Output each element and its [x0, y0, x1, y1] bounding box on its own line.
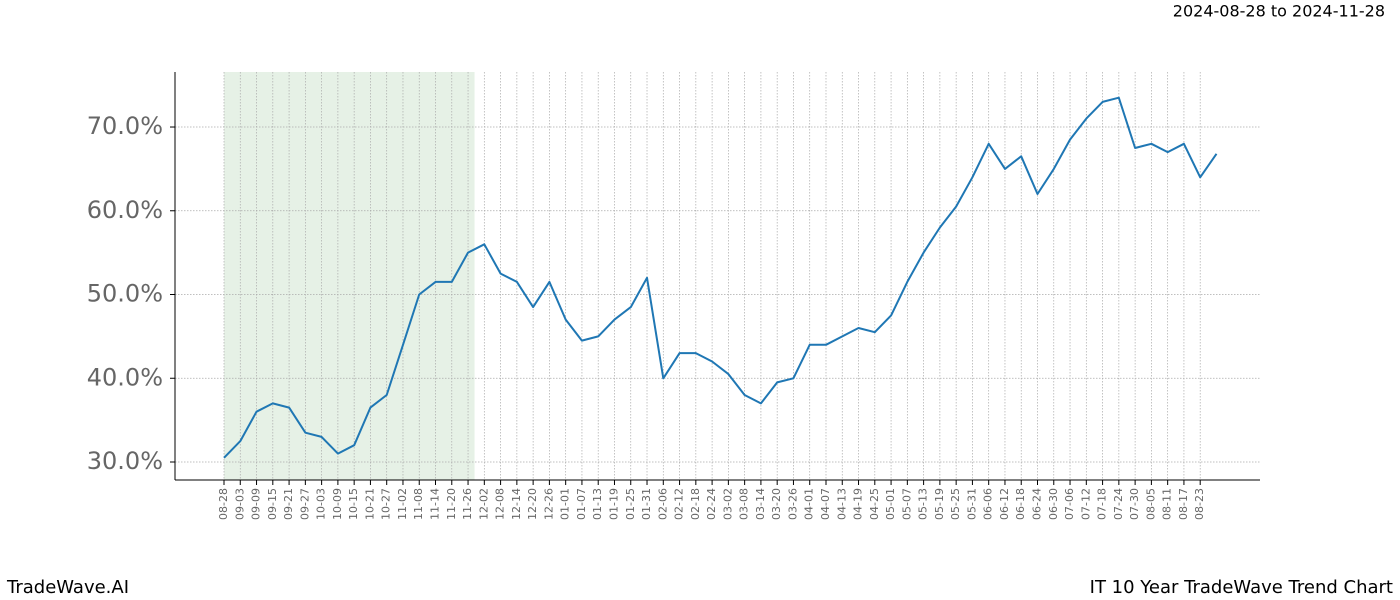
date-range: 2024-08-28 to 2024-11-28: [1173, 2, 1385, 21]
x-tick-label: 10-21: [363, 488, 376, 520]
highlight-band: [224, 72, 475, 480]
x-tick-label: 02-24: [705, 488, 718, 520]
x-tick-label: 08-28: [217, 488, 230, 520]
x-tick-label: 06-06: [982, 488, 995, 520]
x-tick-label: 02-12: [673, 488, 686, 520]
x-tick-label: 08-17: [1177, 488, 1190, 520]
x-tick-label: 01-13: [591, 488, 604, 520]
x-tick-label: 09-15: [266, 488, 279, 520]
x-tick-label: 07-18: [1096, 488, 1109, 520]
x-tick-label: 08-11: [1161, 488, 1174, 520]
y-tick-label: 40.0%: [87, 363, 163, 391]
x-tick-label: 09-03: [233, 488, 246, 520]
x-tick-label: 06-18: [1014, 488, 1027, 520]
x-tick-label: 09-21: [282, 488, 295, 520]
x-tick-label: 04-13: [835, 488, 848, 520]
x-tick-label: 06-12: [998, 488, 1011, 520]
x-tick-label: 07-30: [1128, 488, 1141, 520]
x-tick-label: 07-06: [1063, 488, 1076, 520]
x-tick-label: 01-01: [559, 488, 572, 520]
x-tick-label: 03-08: [738, 488, 751, 520]
chart-title: IT 10 Year TradeWave Trend Chart: [1090, 577, 1393, 598]
y-tick-label: 50.0%: [87, 280, 163, 308]
brand: TradeWave.AI: [6, 577, 129, 598]
x-tick-label: 01-31: [640, 488, 653, 520]
x-tick-label: 12-14: [510, 488, 523, 520]
x-tick-label: 01-07: [575, 488, 588, 520]
x-tick-label: 12-08: [494, 488, 507, 520]
x-tick-label: 07-24: [1112, 488, 1125, 520]
x-tick-label: 12-02: [477, 488, 490, 520]
x-tick-label: 05-01: [884, 488, 897, 520]
x-tick-label: 04-25: [868, 488, 881, 520]
x-tick-label: 08-05: [1144, 488, 1157, 520]
x-tick-label: 11-08: [412, 488, 425, 520]
y-tick-label: 70.0%: [87, 112, 163, 140]
x-tick-label: 02-06: [656, 488, 669, 520]
x-tick-label: 09-27: [298, 488, 311, 520]
x-tick-label: 12-26: [542, 488, 555, 520]
x-tick-label: 10-27: [380, 488, 393, 520]
x-tick-label: 06-24: [1031, 488, 1044, 520]
y-tick-label: 30.0%: [87, 447, 163, 475]
x-tick-label: 03-20: [770, 488, 783, 520]
x-tick-label: 10-09: [331, 488, 344, 520]
x-tick-label: 03-14: [754, 488, 767, 520]
x-tick-label: 05-13: [917, 488, 930, 520]
x-tick-label: 01-19: [607, 488, 620, 520]
x-tick-label: 08-23: [1193, 488, 1206, 520]
x-tick-label: 04-01: [803, 488, 816, 520]
x-tick-label: 09-09: [250, 488, 263, 520]
x-tick-label: 04-19: [852, 488, 865, 520]
x-tick-label: 11-26: [461, 488, 474, 520]
trend-line: [223, 96, 1218, 459]
x-tick-label: 05-19: [933, 488, 946, 520]
x-tick-label: 07-12: [1079, 488, 1092, 520]
x-tick-label: 05-07: [900, 488, 913, 520]
x-tick-label: 06-30: [1047, 488, 1060, 520]
x-tick-label: 01-25: [624, 488, 637, 520]
x-tick-label: 10-15: [347, 488, 360, 520]
y-tick-label: 60.0%: [87, 196, 163, 224]
x-tick-label: 03-26: [786, 488, 799, 520]
x-tick-label: 04-07: [819, 488, 832, 520]
x-tick-label: 10-03: [315, 488, 328, 520]
x-tick-label: 11-20: [445, 488, 458, 520]
x-tick-label: 11-02: [396, 488, 409, 520]
x-tick-label: 11-14: [429, 488, 442, 520]
x-tick-label: 05-25: [949, 488, 962, 520]
x-tick-label: 03-02: [721, 488, 734, 520]
x-tick-label: 12-20: [526, 488, 539, 520]
x-tick-label: 05-31: [965, 488, 978, 520]
x-tick-label: 02-18: [689, 488, 702, 520]
